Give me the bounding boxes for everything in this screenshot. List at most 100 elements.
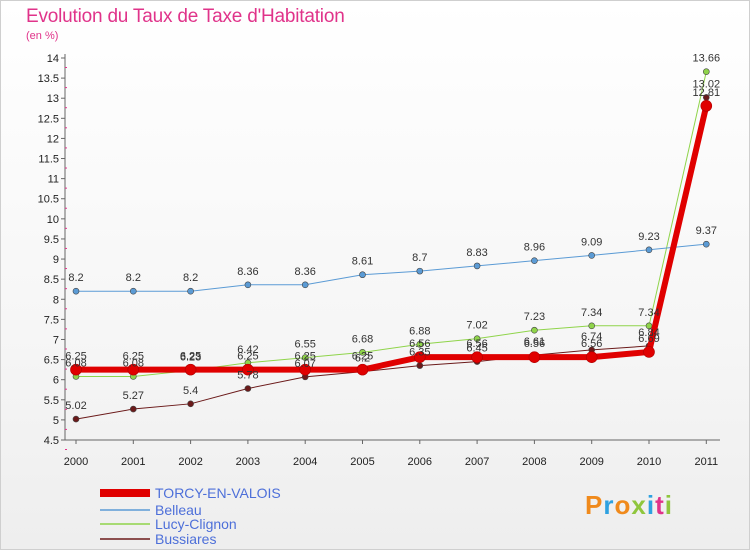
data-label: 9.23 xyxy=(638,231,659,243)
data-label: 6.23 xyxy=(180,351,201,363)
data-label: 6.08 xyxy=(123,357,144,369)
y-tick-label: 6.5 xyxy=(44,355,59,367)
data-point xyxy=(127,363,140,376)
data-label: 8.36 xyxy=(237,266,258,278)
data-label: 6.42 xyxy=(237,344,258,356)
x-tick-label: 2005 xyxy=(350,456,374,468)
data-point xyxy=(359,271,366,279)
series-lines xyxy=(70,68,713,423)
logo-letter: i xyxy=(664,490,673,520)
data-label: 8.83 xyxy=(466,247,487,259)
x-tick-label: 2004 xyxy=(293,456,317,468)
data-label: 6.25 xyxy=(123,351,144,363)
data-point xyxy=(645,246,653,254)
x-tick-label: 2008 xyxy=(522,456,546,468)
data-point xyxy=(301,354,309,361)
data-label: 6.56 xyxy=(581,338,602,350)
data-label: 6.88 xyxy=(409,325,430,337)
data-point xyxy=(588,252,596,259)
legend-label: Bussiares xyxy=(155,531,216,547)
data-point xyxy=(416,362,424,369)
data-label: 6.07 xyxy=(294,358,315,370)
data-point xyxy=(244,281,252,289)
data-label: 8.96 xyxy=(524,242,545,254)
data-point xyxy=(70,363,82,376)
data-point xyxy=(585,351,598,363)
data-point xyxy=(244,385,252,392)
y-tick-label: 10.5 xyxy=(38,194,59,206)
y-tick-label: 7 xyxy=(53,334,59,346)
x-tick-label: 2001 xyxy=(121,456,145,468)
data-point xyxy=(702,240,710,248)
y-tick-label: 12.5 xyxy=(38,113,59,125)
data-label: 6.25 xyxy=(294,351,315,363)
y-tick-label: 7.5 xyxy=(44,314,59,326)
y-tick-label: 12 xyxy=(47,133,59,145)
data-point xyxy=(643,346,655,358)
data-point xyxy=(588,322,596,330)
x-tick-label: 2007 xyxy=(465,456,489,468)
data-point xyxy=(416,340,424,348)
legend-label: Belleau xyxy=(155,502,202,518)
data-label: 8.2 xyxy=(68,272,83,284)
data-label: 7.02 xyxy=(466,320,487,332)
data-label: 9.09 xyxy=(581,236,602,248)
logo-letter: r xyxy=(603,490,615,520)
x-tick-label: 2011 xyxy=(694,456,718,468)
data-label: 6.56 xyxy=(409,338,430,350)
data-point xyxy=(416,267,424,275)
logo-letter: i xyxy=(646,490,656,520)
data-labels: 5.025.27 5.45.786.07 6.26.35 6.456.61 6.74 6.… xyxy=(65,53,720,412)
logo-letter: t xyxy=(655,490,665,520)
x-tick-label: 2000 xyxy=(64,456,88,468)
y-tick-label: 13 xyxy=(47,93,59,105)
data-label: 6.45 xyxy=(466,343,487,355)
chart-title: Evolution du Taux de Taxe d'Habitation xyxy=(26,6,345,27)
data-label: 7.23 xyxy=(524,311,545,323)
data-point xyxy=(72,287,80,295)
y-tick-label: 6 xyxy=(53,375,59,387)
data-point xyxy=(184,363,197,376)
data-label: 6.61 xyxy=(524,336,545,348)
data-point xyxy=(645,322,653,330)
logo-letter: P xyxy=(585,490,604,520)
data-point xyxy=(531,326,538,334)
data-label: 6.25 xyxy=(237,351,258,363)
data-point xyxy=(473,262,481,270)
y-tick-label: 11.5 xyxy=(38,154,59,166)
data-point xyxy=(301,281,309,289)
x-tick-label: 2006 xyxy=(408,456,432,468)
data-label: 6.69 xyxy=(638,333,659,345)
logo-letter: o xyxy=(614,490,632,520)
data-label: 5.02 xyxy=(65,400,86,412)
data-point xyxy=(72,415,80,423)
data-label: 6.2 xyxy=(355,353,370,365)
data-label: 7.34 xyxy=(581,307,602,319)
data-point xyxy=(242,363,254,376)
y-tick-label: 9 xyxy=(53,254,59,266)
data-point xyxy=(473,335,481,342)
data-label: 8.2 xyxy=(183,272,198,284)
series-line xyxy=(76,71,707,377)
data-label: 6.25 xyxy=(65,351,86,363)
data-label: 6.08 xyxy=(65,357,86,369)
x-tick-label: 2003 xyxy=(236,456,260,468)
data-label: 6.74 xyxy=(581,331,602,343)
y-tick-label: 4.5 xyxy=(44,435,59,447)
y-tick-label: 8 xyxy=(53,294,59,306)
legend-label: TORCY-EN-VALOIS xyxy=(155,485,281,501)
data-point xyxy=(359,349,366,356)
x-tick-label: 2002 xyxy=(178,456,202,468)
data-point xyxy=(700,100,713,112)
data-label: 8.2 xyxy=(126,272,141,284)
y-tick-label: 8.5 xyxy=(44,274,59,286)
data-label: 9.37 xyxy=(696,225,717,237)
data-label: 12.81 xyxy=(693,87,721,99)
data-label: 7.34 xyxy=(638,307,659,319)
legend: TORCY-EN-VALOISBelleauLucy-ClignonBussia… xyxy=(100,485,281,547)
legend-label: Lucy-Clignon xyxy=(155,516,237,532)
y-tick-label: 13.5 xyxy=(38,73,59,85)
axes: 4.5 5 5.5 6 6.5 7 7.5 8 8.5 9 9.5 10 10.5 11 11.5 12 12.… xyxy=(38,53,720,468)
